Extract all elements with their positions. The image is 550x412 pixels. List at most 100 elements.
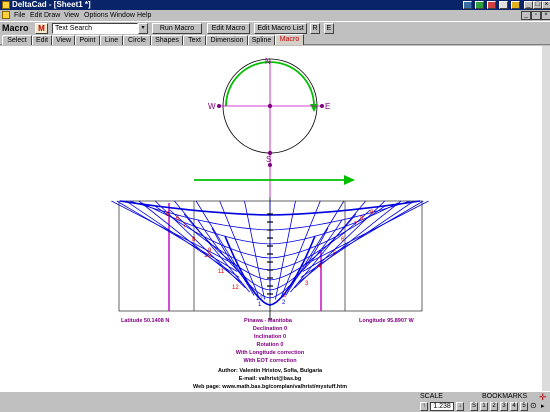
tab-edit[interactable]: Edit (32, 35, 52, 45)
navigate-icon[interactable]: ⊙ (530, 401, 537, 410)
hour-line (219, 200, 260, 299)
tray-icon-2[interactable] (475, 1, 484, 9)
edit-macro-button[interactable]: Edit Macro (207, 23, 250, 34)
menu-help[interactable]: Help (137, 12, 152, 19)
bookmark-3[interactable]: 3 (500, 402, 508, 411)
east-dot (320, 104, 324, 108)
compass-e-label: E (325, 102, 330, 111)
minimize-icon[interactable]: _ (524, 1, 533, 9)
bookmark-4[interactable]: 4 (510, 402, 518, 411)
compass-south-dot (267, 150, 273, 156)
tab-spline[interactable]: Spline (248, 35, 275, 45)
hour-line (125, 200, 240, 278)
hour-label: 10 (204, 253, 211, 259)
e-button[interactable]: E (324, 23, 334, 34)
author-text: Author: Valentin Hristov, Sofia, Bulgari… (218, 368, 323, 374)
bookmark-2[interactable]: 2 (490, 402, 498, 411)
hour-label: 5 (333, 251, 337, 257)
hour-line (275, 200, 296, 300)
mdi-restore-icon[interactable]: ▫ (531, 11, 541, 20)
drawing-svg[interactable]: N S W E 5 6 7 8 9 10 11 12 9 8 7 6 5 4 3… (0, 46, 542, 391)
hour-label-bottom: 1 (258, 302, 262, 308)
direction-arrowhead (344, 175, 355, 185)
status-bar: SCALE ↑ 1.238 ↓ BOOKMARKS S 1 2 3 4 5 ⊙ … (0, 391, 550, 412)
date-curve (224, 235, 316, 306)
compass-n-label: N (265, 57, 271, 66)
hour-label: 4 (318, 264, 322, 270)
maximize-icon[interactable]: □ (533, 1, 542, 9)
menu-edit[interactable]: Edit (30, 12, 43, 19)
menu-view[interactable]: View (64, 12, 80, 19)
edit-macro-list-button[interactable]: Edit Macro List (254, 23, 307, 34)
drawing-canvas[interactable]: N S W E 5 6 7 8 9 10 11 12 9 8 7 6 5 4 3… (0, 46, 542, 391)
hour-line (290, 200, 366, 293)
rotation-text: Rotation 0 (257, 342, 284, 348)
hour-label: 9 (208, 248, 212, 254)
tab-text[interactable]: Text (183, 35, 206, 45)
hour-line (154, 200, 246, 289)
r-button[interactable]: R (310, 23, 320, 34)
hour-line (138, 200, 243, 284)
macro-toolbar: Macro M Text Search ▾ Run Macro Edit Mac… (0, 21, 550, 34)
hour-label: 11 (218, 269, 225, 275)
declination-text: Declination 0 (253, 326, 287, 332)
hour-line (116, 200, 238, 272)
bookmark-5[interactable]: 5 (520, 402, 528, 411)
close-icon[interactable]: × (542, 1, 550, 9)
scale-down-icon[interactable]: ↓ (456, 402, 464, 411)
macro-m-icon[interactable]: M (35, 23, 48, 34)
hour-label: 7 (183, 223, 187, 229)
hour-label-bottom: 12 (256, 296, 263, 302)
longitude-correction-text: With Longitude correction (236, 350, 305, 356)
bookmark-s[interactable]: S (470, 402, 478, 411)
dial-frame (118, 200, 423, 312)
tray-icon-3[interactable] (487, 1, 496, 9)
compass-s-label: S (266, 155, 271, 164)
menu-draw[interactable]: Draw (44, 12, 61, 19)
tab-line[interactable]: Line (100, 35, 123, 45)
tray-icon-5[interactable] (511, 1, 520, 9)
vertical-scrollbar[interactable] (542, 46, 550, 391)
macro-name-input[interactable]: Text Search (52, 23, 138, 34)
eot-correction-text: With EOT correction (243, 358, 297, 364)
hour-line (244, 200, 265, 300)
hour-label: 12 (232, 285, 239, 291)
tab-shapes[interactable]: Shapes (151, 35, 183, 45)
hour-label: 2 (283, 293, 287, 299)
tab-dimension[interactable]: Dimension (206, 35, 248, 45)
bookmark-1[interactable]: 1 (480, 402, 488, 411)
email-text: E-mail: valhrist@bas.bg (239, 376, 302, 382)
hour-line (195, 200, 255, 296)
hour-line (302, 200, 424, 272)
menu-bar: File Edit Draw View Options Window Help … (0, 10, 550, 21)
hour-line (280, 200, 321, 299)
tray-icon-1[interactable] (463, 1, 472, 9)
webpage-text: Web page: www.math.bas.bg/complan/valhri… (193, 384, 347, 390)
compass-center-dot (267, 103, 273, 109)
menu-arrow-icon[interactable]: ▸ (541, 403, 545, 410)
mdi-close-icon[interactable]: × (541, 11, 550, 20)
tray-icon-4[interactable] (499, 1, 508, 9)
scale-value[interactable]: 1.238 (430, 402, 454, 411)
tab-circle[interactable]: Circle (123, 35, 151, 45)
tab-select[interactable]: Select (2, 35, 32, 45)
macro-dropdown-icon[interactable]: ▾ (138, 23, 148, 34)
hour-line (285, 200, 345, 296)
tab-point[interactable]: Point (75, 35, 100, 45)
longitude-label: Longitude 95.8907 W (359, 318, 415, 324)
menu-options[interactable]: Options (84, 12, 109, 19)
scale-up-icon[interactable]: ↑ (420, 402, 428, 411)
window-title: DeltaCad - [Sheet1 *] (12, 0, 91, 9)
place-label: Pinawa - Manitoba (244, 318, 293, 324)
tab-macro[interactable]: Macro (275, 34, 304, 45)
run-macro-button[interactable]: Run Macro (152, 23, 202, 34)
hour-label: 7 (354, 222, 358, 228)
document-icon[interactable] (2, 11, 10, 19)
west-dot (217, 104, 221, 108)
mdi-minimize-icon[interactable]: _ (521, 11, 531, 20)
menu-window[interactable]: Window (110, 12, 135, 19)
hour-label: 9 (370, 210, 374, 216)
tab-view[interactable]: View (52, 35, 75, 45)
scale-label: SCALE (420, 393, 443, 400)
menu-file[interactable]: File (14, 12, 26, 19)
